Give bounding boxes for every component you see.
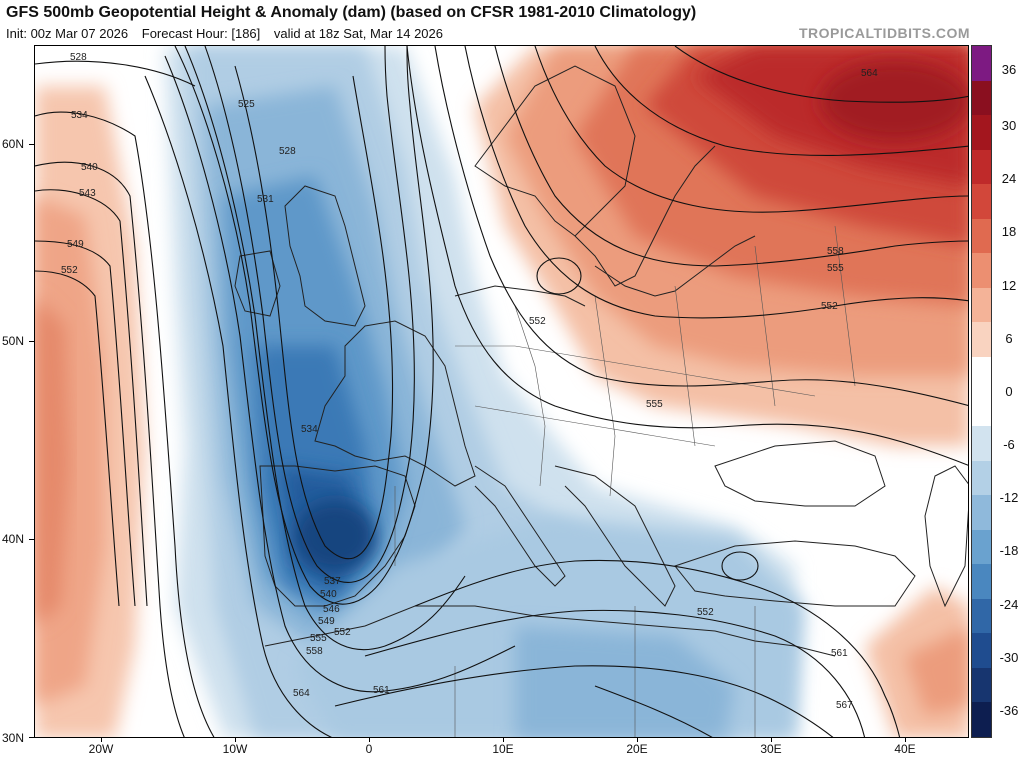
contour-label: 537 <box>324 576 341 587</box>
colorbar-label: -30 <box>999 650 1019 665</box>
contour-label: 549 <box>67 239 84 250</box>
lat-label: 30N <box>2 731 25 745</box>
colorbar-segment <box>972 356 991 392</box>
contour-label: 558 <box>827 246 844 257</box>
contour-label: 558 <box>306 646 323 657</box>
colorbar-label: 0 <box>1005 384 1013 399</box>
colorbar-segment <box>972 598 991 634</box>
contour-label: 525 <box>238 99 255 110</box>
contour-labels: 528 534 540 543 549 552 525 528 531 534 … <box>61 52 878 711</box>
colorbar-label: -36 <box>999 703 1019 718</box>
contour-label: 531 <box>257 194 274 205</box>
colorbar <box>971 45 992 738</box>
colorbar-segment <box>972 702 991 738</box>
colorbar-label: 24 <box>1001 171 1017 186</box>
lat-label: 40N <box>2 532 25 546</box>
colorbar-segment <box>972 46 991 82</box>
lat-tick <box>29 737 34 738</box>
lon-tick <box>503 738 504 742</box>
valid-time: valid at 18z Sat, Mar 14 2026 <box>273 26 443 41</box>
contour-label: 564 <box>293 688 310 699</box>
country-borders <box>394 225 856 737</box>
lon-label: 20E <box>626 742 648 756</box>
height-contours <box>35 46 968 737</box>
colorbar-segment <box>972 184 991 220</box>
colorbar-segment <box>972 253 991 289</box>
colorbar-label: -12 <box>999 490 1019 505</box>
lat-label: 50N <box>2 334 25 348</box>
colorbar-segment <box>972 115 991 151</box>
contour-label: 552 <box>697 607 714 618</box>
colorbar-label: 36 <box>1001 62 1017 77</box>
colorbar-segment <box>972 529 991 565</box>
contour-label: 555 <box>827 263 844 274</box>
colorbar-segment <box>972 80 991 116</box>
lat-tick <box>29 144 34 145</box>
lon-tick <box>101 738 102 742</box>
contour-label: 540 <box>81 162 98 173</box>
colorbar-segment <box>972 633 991 669</box>
map-subtitle: Init: 00z Mar 07 2026 Forecast Hour: [18… <box>6 26 453 41</box>
contour-label: 528 <box>70 52 87 63</box>
lon-label: 10W <box>222 742 248 756</box>
anomaly-shading <box>35 46 968 737</box>
coastlines <box>234 65 968 657</box>
colorbar-segment <box>972 218 991 254</box>
colorbar-label: -18 <box>999 543 1019 558</box>
contour-label: 528 <box>279 146 296 157</box>
contour-label: 534 <box>301 424 318 435</box>
lon-label: 20W <box>88 742 114 756</box>
lat-tick <box>29 539 34 540</box>
map-canvas: 528 534 540 543 549 552 525 528 531 534 … <box>35 46 968 737</box>
lon-tick <box>637 738 638 742</box>
contour-label: 540 <box>320 589 337 600</box>
contour-label: 555 <box>310 633 327 644</box>
lon-label: 40E <box>894 742 916 756</box>
contour-label: 561 <box>831 648 848 659</box>
colorbar-segment <box>972 460 991 496</box>
lon-label: 30E <box>760 742 782 756</box>
contour-label: 561 <box>373 685 390 696</box>
colorbar-label: 18 <box>1001 224 1017 239</box>
colorbar-segment <box>972 149 991 185</box>
contour-label: 552 <box>61 265 78 276</box>
contour-label: 543 <box>79 188 96 199</box>
lon-tick <box>771 738 772 742</box>
contour-label: 534 <box>71 110 88 121</box>
colorbar-label: 30 <box>1001 118 1017 133</box>
colorbar-label: 12 <box>1001 278 1017 293</box>
contour-label: 564 <box>861 68 878 79</box>
colorbar-label: -6 <box>1003 437 1015 452</box>
colorbar-segment <box>972 391 991 427</box>
forecast-hour: Forecast Hour: [186] <box>141 26 261 41</box>
init-time: Init: 00z Mar 07 2026 <box>6 26 129 41</box>
map-title: GFS 500mb Geopotential Height & Anomaly … <box>6 4 697 21</box>
lon-tick <box>235 738 236 742</box>
colorbar-segment <box>972 564 991 600</box>
colorbar-segment <box>972 667 991 703</box>
lon-tick <box>369 738 370 742</box>
colorbar-segment <box>972 426 991 462</box>
contour-label: 567 <box>836 700 853 711</box>
weather-map: 528 534 540 543 549 552 525 528 531 534 … <box>34 45 969 738</box>
lon-tick <box>905 738 906 742</box>
lon-label: 0 <box>365 742 373 756</box>
contour-label: 555 <box>646 399 663 410</box>
lon-label: 10E <box>492 742 514 756</box>
colorbar-segment <box>972 495 991 531</box>
contour-label: 552 <box>529 316 546 327</box>
source-credit: TROPICALTIDBITS.COM <box>798 25 970 41</box>
lat-label: 60N <box>2 137 25 151</box>
colorbar-label: 6 <box>1005 331 1013 346</box>
contour-label: 549 <box>318 616 335 627</box>
contour-label: 552 <box>334 627 351 638</box>
colorbar-label: -24 <box>999 597 1019 612</box>
contour-label: 552 <box>821 301 838 312</box>
colorbar-segment <box>972 322 991 358</box>
contour-label: 546 <box>323 604 340 615</box>
colorbar-segment <box>972 287 991 323</box>
lat-tick <box>29 341 34 342</box>
